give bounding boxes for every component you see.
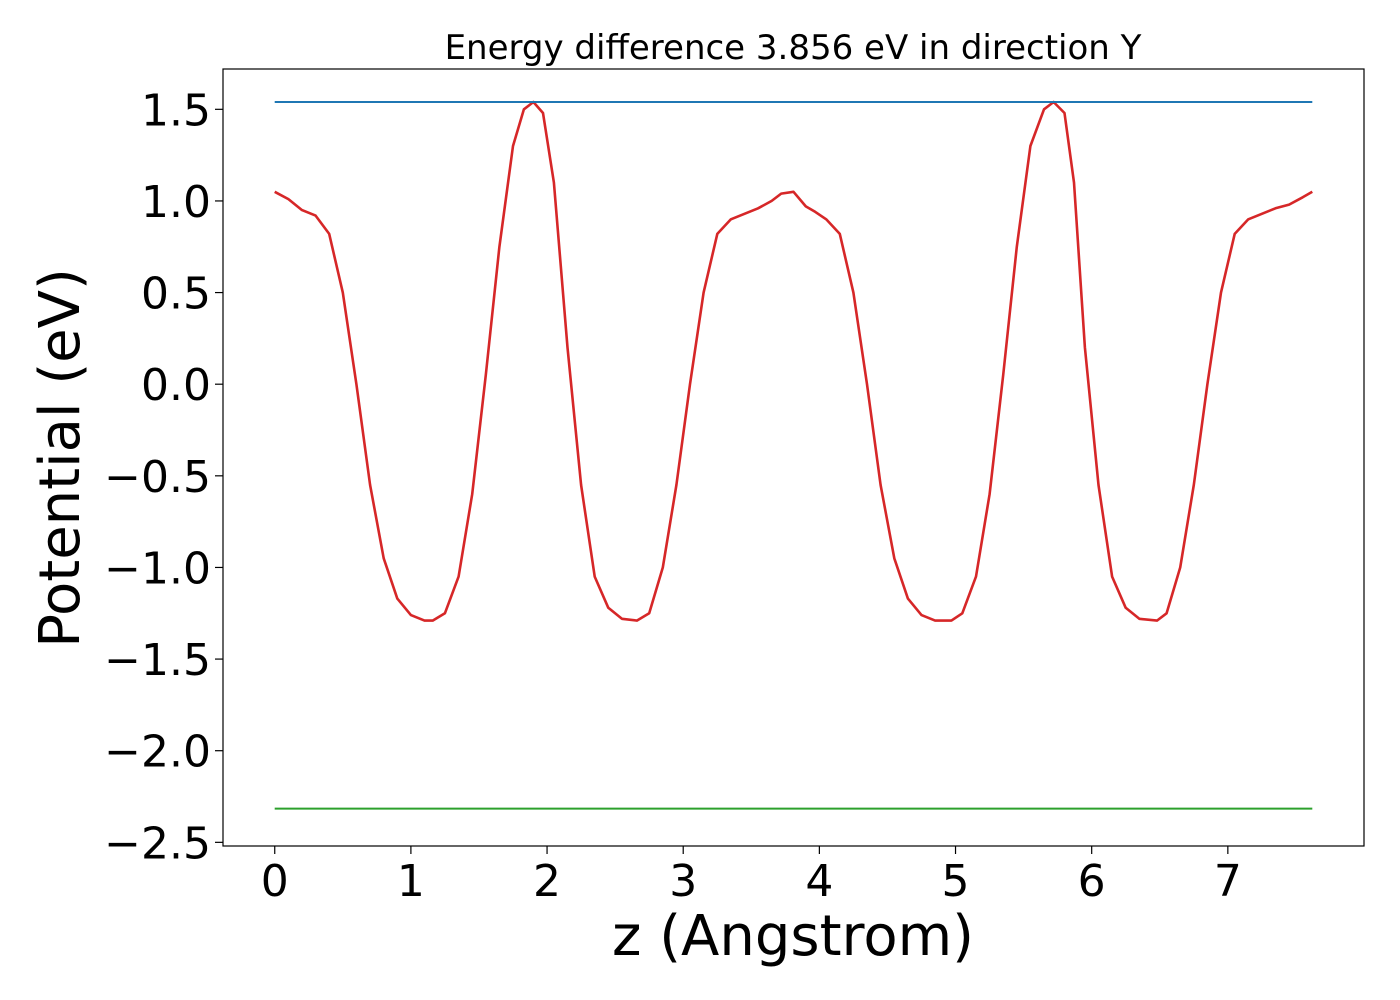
y-tick-label: 1.0	[141, 177, 211, 228]
y-tick-label: −2.5	[104, 818, 211, 869]
y-tick-label: 0.5	[141, 269, 211, 320]
chart-title: Energy difference 3.856 eV in direction …	[445, 28, 1142, 68]
x-tick-label: 0	[261, 856, 289, 907]
x-tick-label: 2	[533, 856, 561, 907]
y-tick-label: −0.5	[104, 452, 211, 503]
x-tick-label: 5	[942, 856, 970, 907]
x-tick-label: 4	[805, 856, 833, 907]
y-tick-label: 1.5	[141, 85, 211, 136]
series-layer	[274, 100, 1313, 810]
y-tick-label: −1.0	[104, 543, 211, 594]
x-tick-label: 3	[669, 856, 697, 907]
y-tick-label: 0.0	[141, 360, 211, 411]
y-tick-label: −2.0	[104, 727, 211, 778]
y-axis-label: Potential (eV)	[28, 268, 93, 648]
potential-line	[274, 100, 1313, 622]
x-tick-label: 6	[1078, 856, 1106, 907]
y-axis: 1.5 1.0 0.5 0.0 −0.5 −1.0 −1.5 −2.0 −2.5	[104, 85, 223, 869]
x-tick-label: 7	[1214, 856, 1242, 907]
x-axis-label: z (Angstrom)	[612, 904, 974, 969]
x-axis: 0 1 2 3 4 5 6 7	[261, 846, 1242, 907]
y-tick-label: −1.5	[104, 635, 211, 686]
x-tick-label: 1	[397, 856, 425, 907]
plot-frame	[222, 68, 1365, 847]
